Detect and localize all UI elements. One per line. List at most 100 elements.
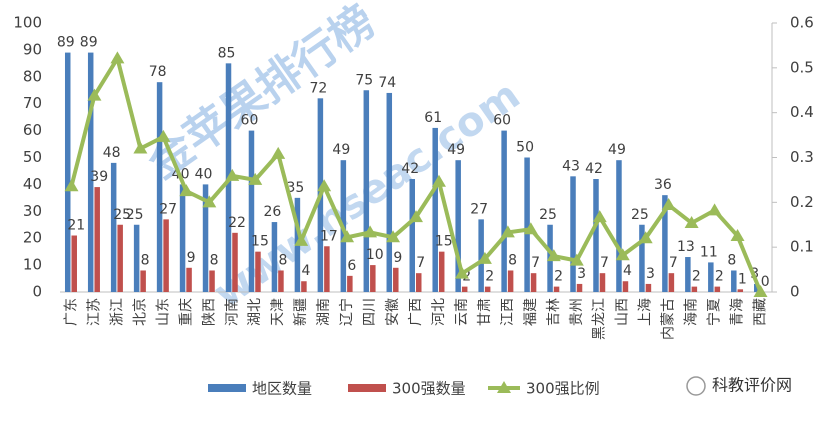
x-tick-label: 陕西 [201, 298, 217, 326]
x-tick-label: 广东 [63, 298, 79, 326]
bar [461, 286, 468, 292]
y-tick-label: 80 [23, 67, 42, 85]
bar [117, 224, 123, 292]
x-tick-label: 上海 [638, 298, 654, 326]
bar [576, 283, 583, 292]
y-tick-label: 30 [23, 202, 42, 220]
line-marker [638, 231, 653, 244]
data-label: 48 [103, 145, 121, 161]
bar [737, 289, 744, 292]
y2-tick-label: 0.4 [790, 103, 814, 121]
data-label: 36 [654, 177, 672, 193]
data-label: 49 [447, 142, 465, 158]
y-tick-label: 100 [13, 14, 42, 32]
x-tick-label: 湖北 [247, 298, 263, 326]
line-marker [179, 184, 194, 197]
y2-tick-label: 0.3 [790, 148, 814, 166]
bar [530, 273, 537, 292]
x-tick-label: 山西 [615, 298, 631, 326]
legend-label: 300强比例 [526, 380, 600, 398]
legend-marker [497, 381, 511, 393]
data-label: 78 [149, 64, 167, 80]
bar [71, 235, 77, 292]
data-label: 10 [366, 247, 384, 263]
line-marker [248, 172, 263, 185]
data-label: 7 [669, 255, 678, 271]
bar [179, 184, 186, 292]
data-label: 17 [320, 228, 338, 244]
x-tick-label: 江西 [500, 298, 516, 326]
bar [668, 273, 675, 292]
data-label: 1 [738, 271, 747, 287]
line-marker [684, 215, 699, 228]
legend-swatch [348, 384, 386, 392]
y-tick-label: 50 [23, 148, 42, 166]
line-marker [753, 285, 768, 297]
line-marker [454, 266, 469, 279]
data-label: 4 [623, 263, 632, 279]
data-label: 11 [700, 244, 718, 260]
x-tick-label: 安徽 [385, 298, 401, 326]
x-tick-label: 重庆 [178, 298, 194, 326]
y-tick-label: 60 [23, 121, 42, 139]
bar [94, 187, 100, 292]
x-tick-label: 宁夏 [706, 298, 723, 326]
data-label: 89 [57, 35, 75, 51]
x-tick-label: 新疆 [293, 298, 309, 326]
line-marker [87, 88, 102, 101]
x-tick-label: 湖南 [316, 298, 332, 326]
data-label: 8 [727, 252, 736, 268]
bar [432, 127, 438, 292]
data-label: 27 [470, 201, 488, 217]
bar [478, 219, 484, 292]
x-tick-label: 贵州 [569, 298, 585, 326]
bar [501, 130, 507, 292]
data-label: 42 [585, 161, 603, 177]
line-marker [409, 210, 423, 223]
bar [140, 270, 146, 292]
y2-tick-label: 0.6 [790, 14, 814, 32]
data-label: 43 [562, 158, 580, 174]
bar [616, 160, 622, 292]
bar [639, 224, 645, 292]
x-tick-label: 云南 [454, 298, 470, 326]
data-label: 27 [159, 201, 177, 217]
line-marker [64, 179, 79, 192]
data-label: 25 [539, 207, 557, 223]
line-marker [707, 203, 722, 216]
data-label: 13 [677, 239, 695, 255]
y2-tick-label: 0.5 [790, 58, 814, 76]
line-marker [317, 179, 332, 192]
x-tick-label: 黑龙江 [592, 298, 608, 340]
data-label: 2 [554, 269, 563, 285]
bar [645, 283, 652, 292]
line-marker [500, 225, 515, 238]
data-label: 39 [90, 169, 108, 185]
y-tick-label: 40 [23, 175, 42, 193]
data-label: 7 [600, 255, 609, 271]
data-label: 2 [485, 269, 494, 285]
data-label: 72 [309, 80, 327, 96]
bar [685, 257, 691, 292]
data-label: 2 [715, 269, 724, 285]
line-marker [569, 253, 584, 266]
bar [324, 246, 330, 292]
data-label: 61 [424, 110, 442, 126]
data-label: 40 [195, 166, 213, 182]
bar [593, 179, 599, 292]
data-label: 8 [278, 252, 287, 268]
line-marker [156, 129, 171, 142]
data-label: 60 [493, 113, 511, 129]
data-label: 49 [332, 142, 350, 158]
x-tick-label: 海南 [684, 298, 700, 326]
data-label: 25 [631, 207, 649, 223]
bar [163, 219, 169, 292]
data-label: 50 [516, 140, 534, 156]
bar [708, 262, 714, 292]
bar [133, 224, 140, 292]
bar [110, 162, 117, 292]
line-marker [133, 141, 148, 154]
line-marker [615, 248, 630, 261]
x-tick-label: 内蒙古 [661, 298, 677, 340]
